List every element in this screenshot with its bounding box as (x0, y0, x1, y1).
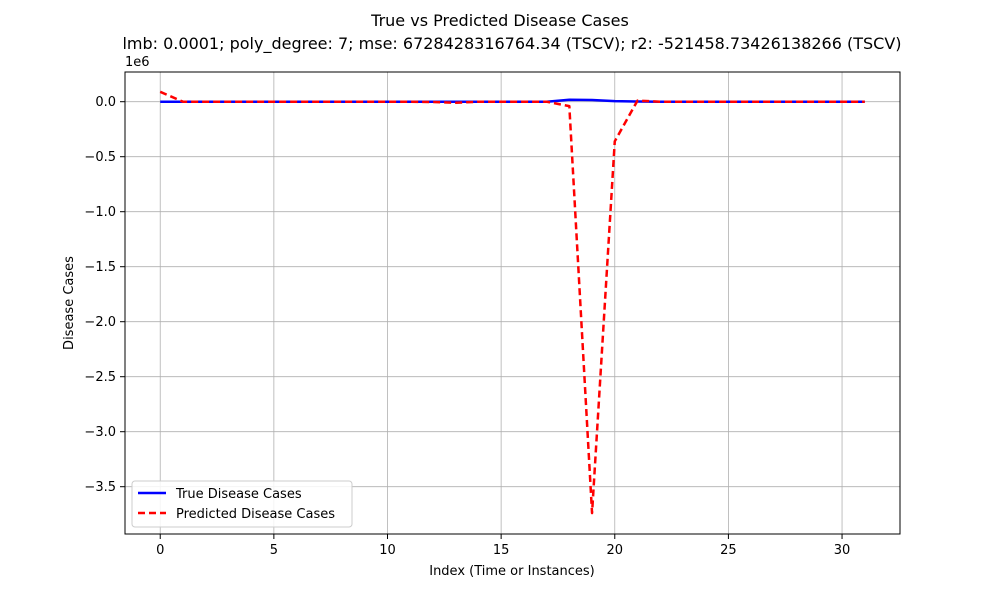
chart-title: True vs Predicted Disease Cases (370, 11, 629, 30)
legend-box (131, 480, 353, 528)
plot-frame (124, 71, 901, 535)
series-lines (159, 90, 865, 515)
x-tick-label: 20 (606, 543, 623, 558)
legend: True Disease Cases Predicted Disease Cas… (131, 480, 353, 528)
y-scale-label: 1e6 (125, 55, 150, 70)
legend-label-true: True Disease Cases (175, 487, 302, 502)
y-tick-label: 0.0 (95, 95, 116, 110)
y-tick-label: −3.5 (84, 480, 116, 495)
x-tick-label: 25 (720, 543, 737, 558)
x-axis-label: Index (Time or Instances) (429, 564, 595, 579)
chart-subtitle: lmb: 0.0001; poly_degree: 7; mse: 672842… (122, 34, 901, 54)
y-tick-label: −3.0 (84, 425, 116, 440)
x-tick-label: 0 (156, 543, 164, 558)
x-tick-label: 5 (270, 543, 278, 558)
grid-lines (125, 72, 900, 534)
x-tick-label: 30 (834, 543, 851, 558)
series-line-predicted (159, 90, 865, 515)
x-tick-label: 10 (379, 543, 396, 558)
y-tick-label: −2.5 (84, 370, 116, 385)
legend-label-predicted: Predicted Disease Cases (176, 507, 335, 522)
x-axis: 0 5 10 15 20 25 30 (156, 534, 850, 558)
y-tick-label: −2.0 (84, 315, 116, 330)
y-axis-label: Disease Cases (62, 256, 77, 350)
y-tick-label: −1.0 (84, 205, 116, 220)
y-axis: 0.0 −0.5 −1.0 −1.5 −2.0 −2.5 −3.0 −3.5 (84, 95, 125, 495)
y-tick-label: −1.5 (84, 260, 116, 275)
x-tick-label: 15 (493, 543, 510, 558)
y-tick-label: −0.5 (84, 150, 116, 165)
